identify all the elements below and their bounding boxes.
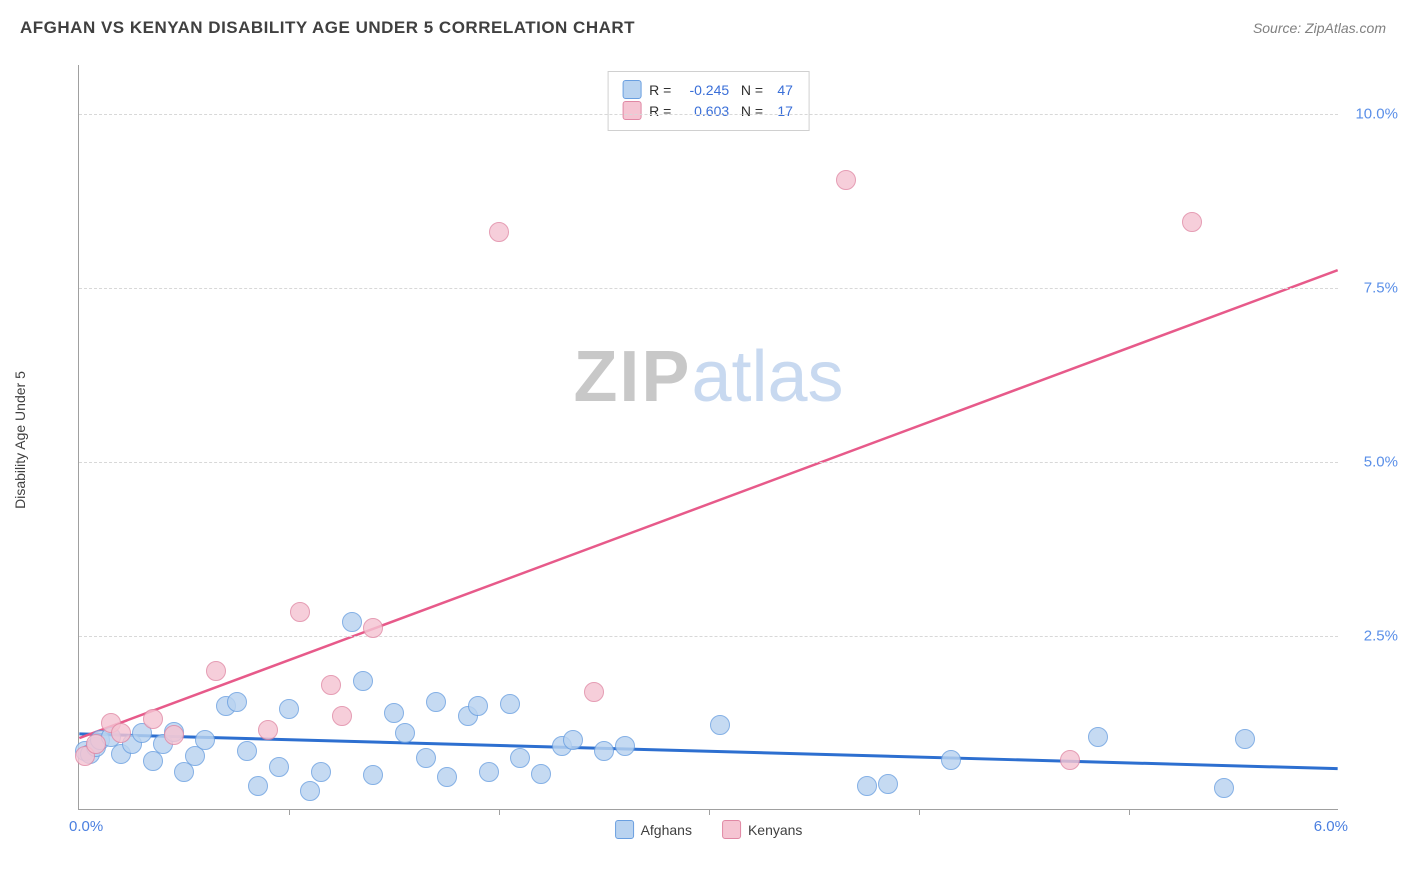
stats-text: R = -0.245 N = 47: [649, 82, 793, 98]
y-tick-label: 10.0%: [1343, 105, 1398, 122]
data-point: [395, 723, 415, 743]
y-tick-label: 5.0%: [1343, 453, 1398, 470]
data-point: [311, 762, 331, 782]
x-minor-tick: [1129, 809, 1130, 815]
data-point: [710, 715, 730, 735]
data-point: [468, 696, 488, 716]
watermark-atlas: atlas: [691, 337, 843, 417]
data-point: [857, 776, 877, 796]
data-point: [332, 706, 352, 726]
data-point: [248, 776, 268, 796]
stats-row: R = -0.245 N = 47: [622, 80, 793, 99]
data-point: [384, 703, 404, 723]
watermark: ZIPatlas: [573, 336, 843, 418]
trend-lines: [79, 65, 1338, 809]
data-point: [164, 725, 184, 745]
data-point: [836, 170, 856, 190]
plot-region: ZIPatlas R = -0.245 N = 47 R = 0.603 N = …: [78, 65, 1338, 810]
data-point: [111, 723, 131, 743]
chart-title: AFGHAN VS KENYAN DISABILITY AGE UNDER 5 …: [20, 18, 635, 38]
y-tick-label: 7.5%: [1343, 279, 1398, 296]
data-point: [426, 692, 446, 712]
data-point: [437, 767, 457, 787]
data-point: [86, 734, 106, 754]
data-point: [489, 222, 509, 242]
stats-row: R = 0.603 N = 17: [622, 101, 793, 120]
data-point: [615, 736, 635, 756]
watermark-zip: ZIP: [573, 337, 691, 417]
gridline: [79, 462, 1338, 463]
x-tick-min: 0.0%: [69, 818, 103, 835]
gridline: [79, 288, 1338, 289]
data-point: [363, 618, 383, 638]
data-point: [531, 764, 551, 784]
legend-label: Afghans: [641, 822, 692, 838]
legend-bottom: Afghans Kenyans: [615, 820, 803, 839]
legend-swatch: [722, 820, 741, 839]
x-minor-tick: [289, 809, 290, 815]
gridline: [79, 636, 1338, 637]
trend-line: [79, 270, 1337, 738]
x-minor-tick: [919, 809, 920, 815]
data-point: [1060, 750, 1080, 770]
data-point: [1235, 729, 1255, 749]
data-point: [195, 730, 215, 750]
data-point: [584, 682, 604, 702]
data-point: [258, 720, 278, 740]
stats-legend-box: R = -0.245 N = 47 R = 0.603 N = 17: [607, 71, 810, 131]
data-point: [510, 748, 530, 768]
data-point: [227, 692, 247, 712]
data-point: [363, 765, 383, 785]
y-axis-label: Disability Age Under 5: [12, 371, 28, 509]
data-point: [342, 612, 362, 632]
data-point: [878, 774, 898, 794]
data-point: [290, 602, 310, 622]
legend-item: Kenyans: [722, 820, 802, 839]
stats-swatch: [622, 80, 641, 99]
data-point: [416, 748, 436, 768]
data-point: [206, 661, 226, 681]
data-point: [500, 694, 520, 714]
legend-swatch: [615, 820, 634, 839]
source-label: Source: ZipAtlas.com: [1253, 20, 1386, 36]
data-point: [237, 741, 257, 761]
data-point: [1182, 212, 1202, 232]
data-point: [479, 762, 499, 782]
data-point: [353, 671, 373, 691]
x-minor-tick: [709, 809, 710, 815]
chart-area: Disability Age Under 5 ZIPatlas R = -0.2…: [60, 55, 1360, 825]
stats-swatch: [622, 101, 641, 120]
x-tick-max: 6.0%: [1314, 818, 1348, 835]
y-tick-label: 2.5%: [1343, 627, 1398, 644]
data-point: [941, 750, 961, 770]
data-point: [563, 730, 583, 750]
legend-item: Afghans: [615, 820, 692, 839]
data-point: [143, 751, 163, 771]
data-point: [143, 709, 163, 729]
legend-label: Kenyans: [748, 822, 802, 838]
data-point: [321, 675, 341, 695]
x-minor-tick: [499, 809, 500, 815]
data-point: [594, 741, 614, 761]
data-point: [269, 757, 289, 777]
gridline: [79, 114, 1338, 115]
data-point: [1088, 727, 1108, 747]
data-point: [300, 781, 320, 801]
data-point: [1214, 778, 1234, 798]
data-point: [279, 699, 299, 719]
stats-text: R = 0.603 N = 17: [649, 103, 793, 119]
